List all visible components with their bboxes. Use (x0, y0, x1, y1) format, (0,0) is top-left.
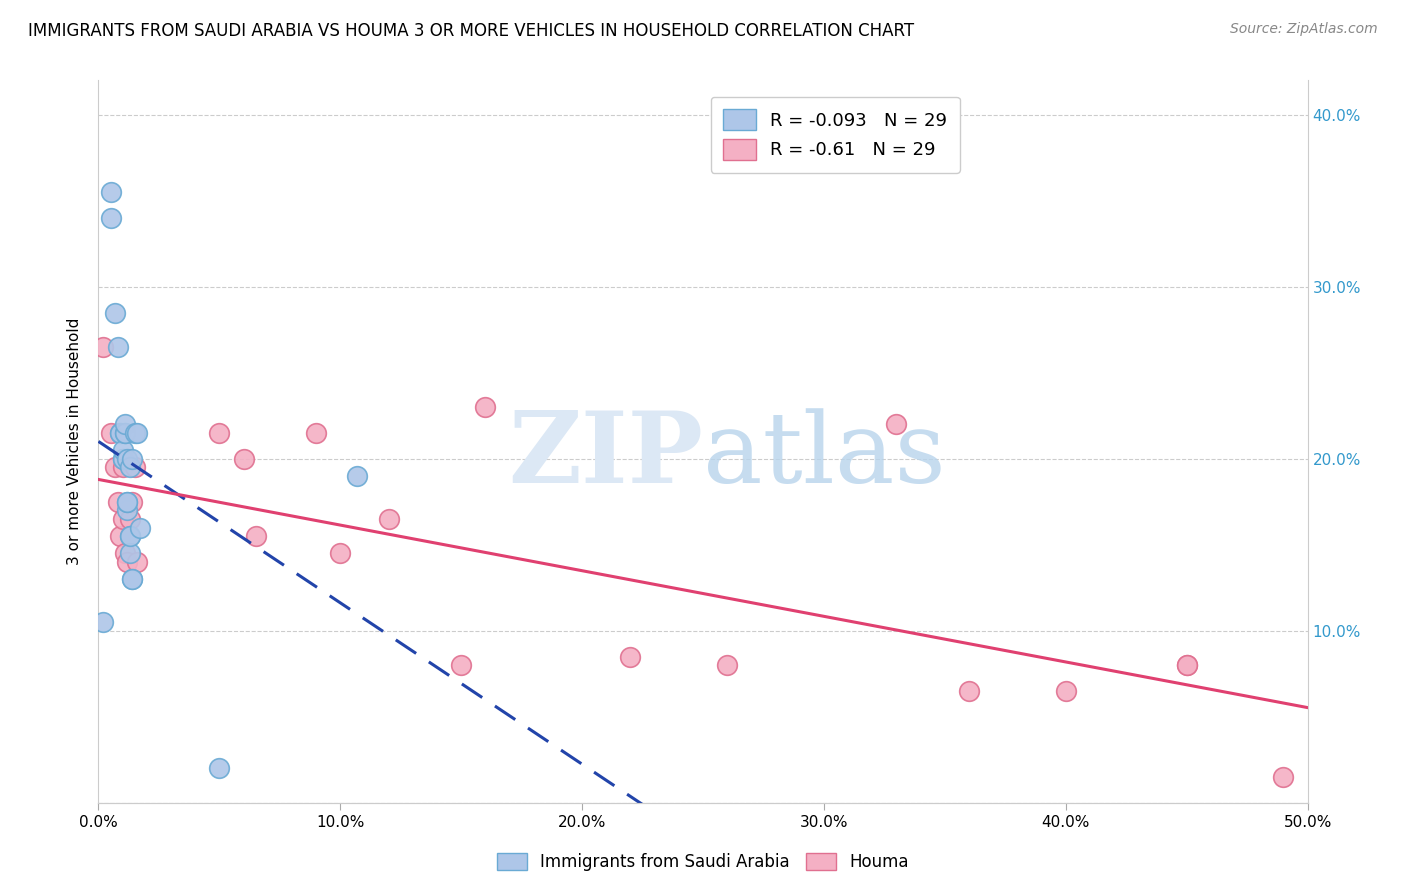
Point (100, 425, 122, 440)
Legend: Immigrants from Saudi Arabia, Houma: Immigrants from Saudi Arabia, Houma (488, 845, 918, 880)
Point (111, 443, 134, 458)
Text: IMMIGRANTS FROM SAUDI ARABIA VS HOUMA 3 OR MORE VEHICLES IN HOUSEHOLD CORRELATIO: IMMIGRANTS FROM SAUDI ARABIA VS HOUMA 3 … (28, 22, 914, 40)
Point (111, 451, 134, 466)
Point (128, 520, 150, 534)
Point (114, 425, 136, 440)
Point (104, 305, 127, 319)
Point (121, 572, 143, 586)
Point (111, 512, 134, 526)
Point (114, 425, 136, 440)
Point (121, 572, 143, 586)
Point (108, 425, 131, 440)
Point (450, 658, 472, 673)
Point (114, 417, 136, 432)
Point (118, 512, 141, 526)
Point (127, 555, 149, 569)
Point (208, 425, 231, 440)
Point (1054, 684, 1077, 698)
Point (111, 451, 134, 466)
Point (716, 658, 738, 673)
Y-axis label: 3 or more Vehicles in Household: 3 or more Vehicles in Household (67, 318, 83, 566)
Point (117, 494, 139, 508)
Point (232, 451, 254, 466)
Point (108, 529, 131, 543)
Point (114, 546, 136, 560)
Point (124, 425, 146, 440)
Point (107, 494, 129, 508)
Point (117, 451, 139, 466)
Point (117, 494, 139, 508)
Point (957, 684, 980, 698)
Point (111, 460, 134, 475)
Point (117, 503, 139, 517)
Point (474, 400, 496, 414)
Point (245, 529, 267, 543)
Point (121, 451, 143, 466)
Point (346, 469, 368, 483)
Point (124, 460, 146, 475)
Point (118, 546, 141, 560)
Point (1272, 770, 1295, 784)
Point (118, 529, 141, 543)
Point (127, 425, 149, 440)
Point (108, 425, 131, 440)
Point (107, 340, 129, 354)
Point (329, 546, 352, 560)
Point (118, 460, 141, 475)
Text: atlas: atlas (703, 409, 946, 504)
Point (121, 494, 143, 508)
Point (377, 512, 399, 526)
Point (118, 529, 141, 543)
Legend: R = -0.093   N = 29, R = -0.61   N = 29: R = -0.093 N = 29, R = -0.61 N = 29 (711, 96, 960, 172)
Point (305, 425, 328, 440)
Point (208, 761, 231, 775)
Point (91, 340, 114, 354)
Point (619, 649, 641, 664)
Point (1175, 658, 1198, 673)
Point (1175, 658, 1198, 673)
Point (104, 460, 127, 475)
Text: ZIP: ZIP (508, 408, 703, 505)
Text: Source: ZipAtlas.com: Source: ZipAtlas.com (1230, 22, 1378, 37)
Point (100, 211, 122, 225)
Point (100, 185, 122, 199)
Point (117, 555, 139, 569)
Point (91, 615, 114, 630)
Point (886, 417, 908, 432)
